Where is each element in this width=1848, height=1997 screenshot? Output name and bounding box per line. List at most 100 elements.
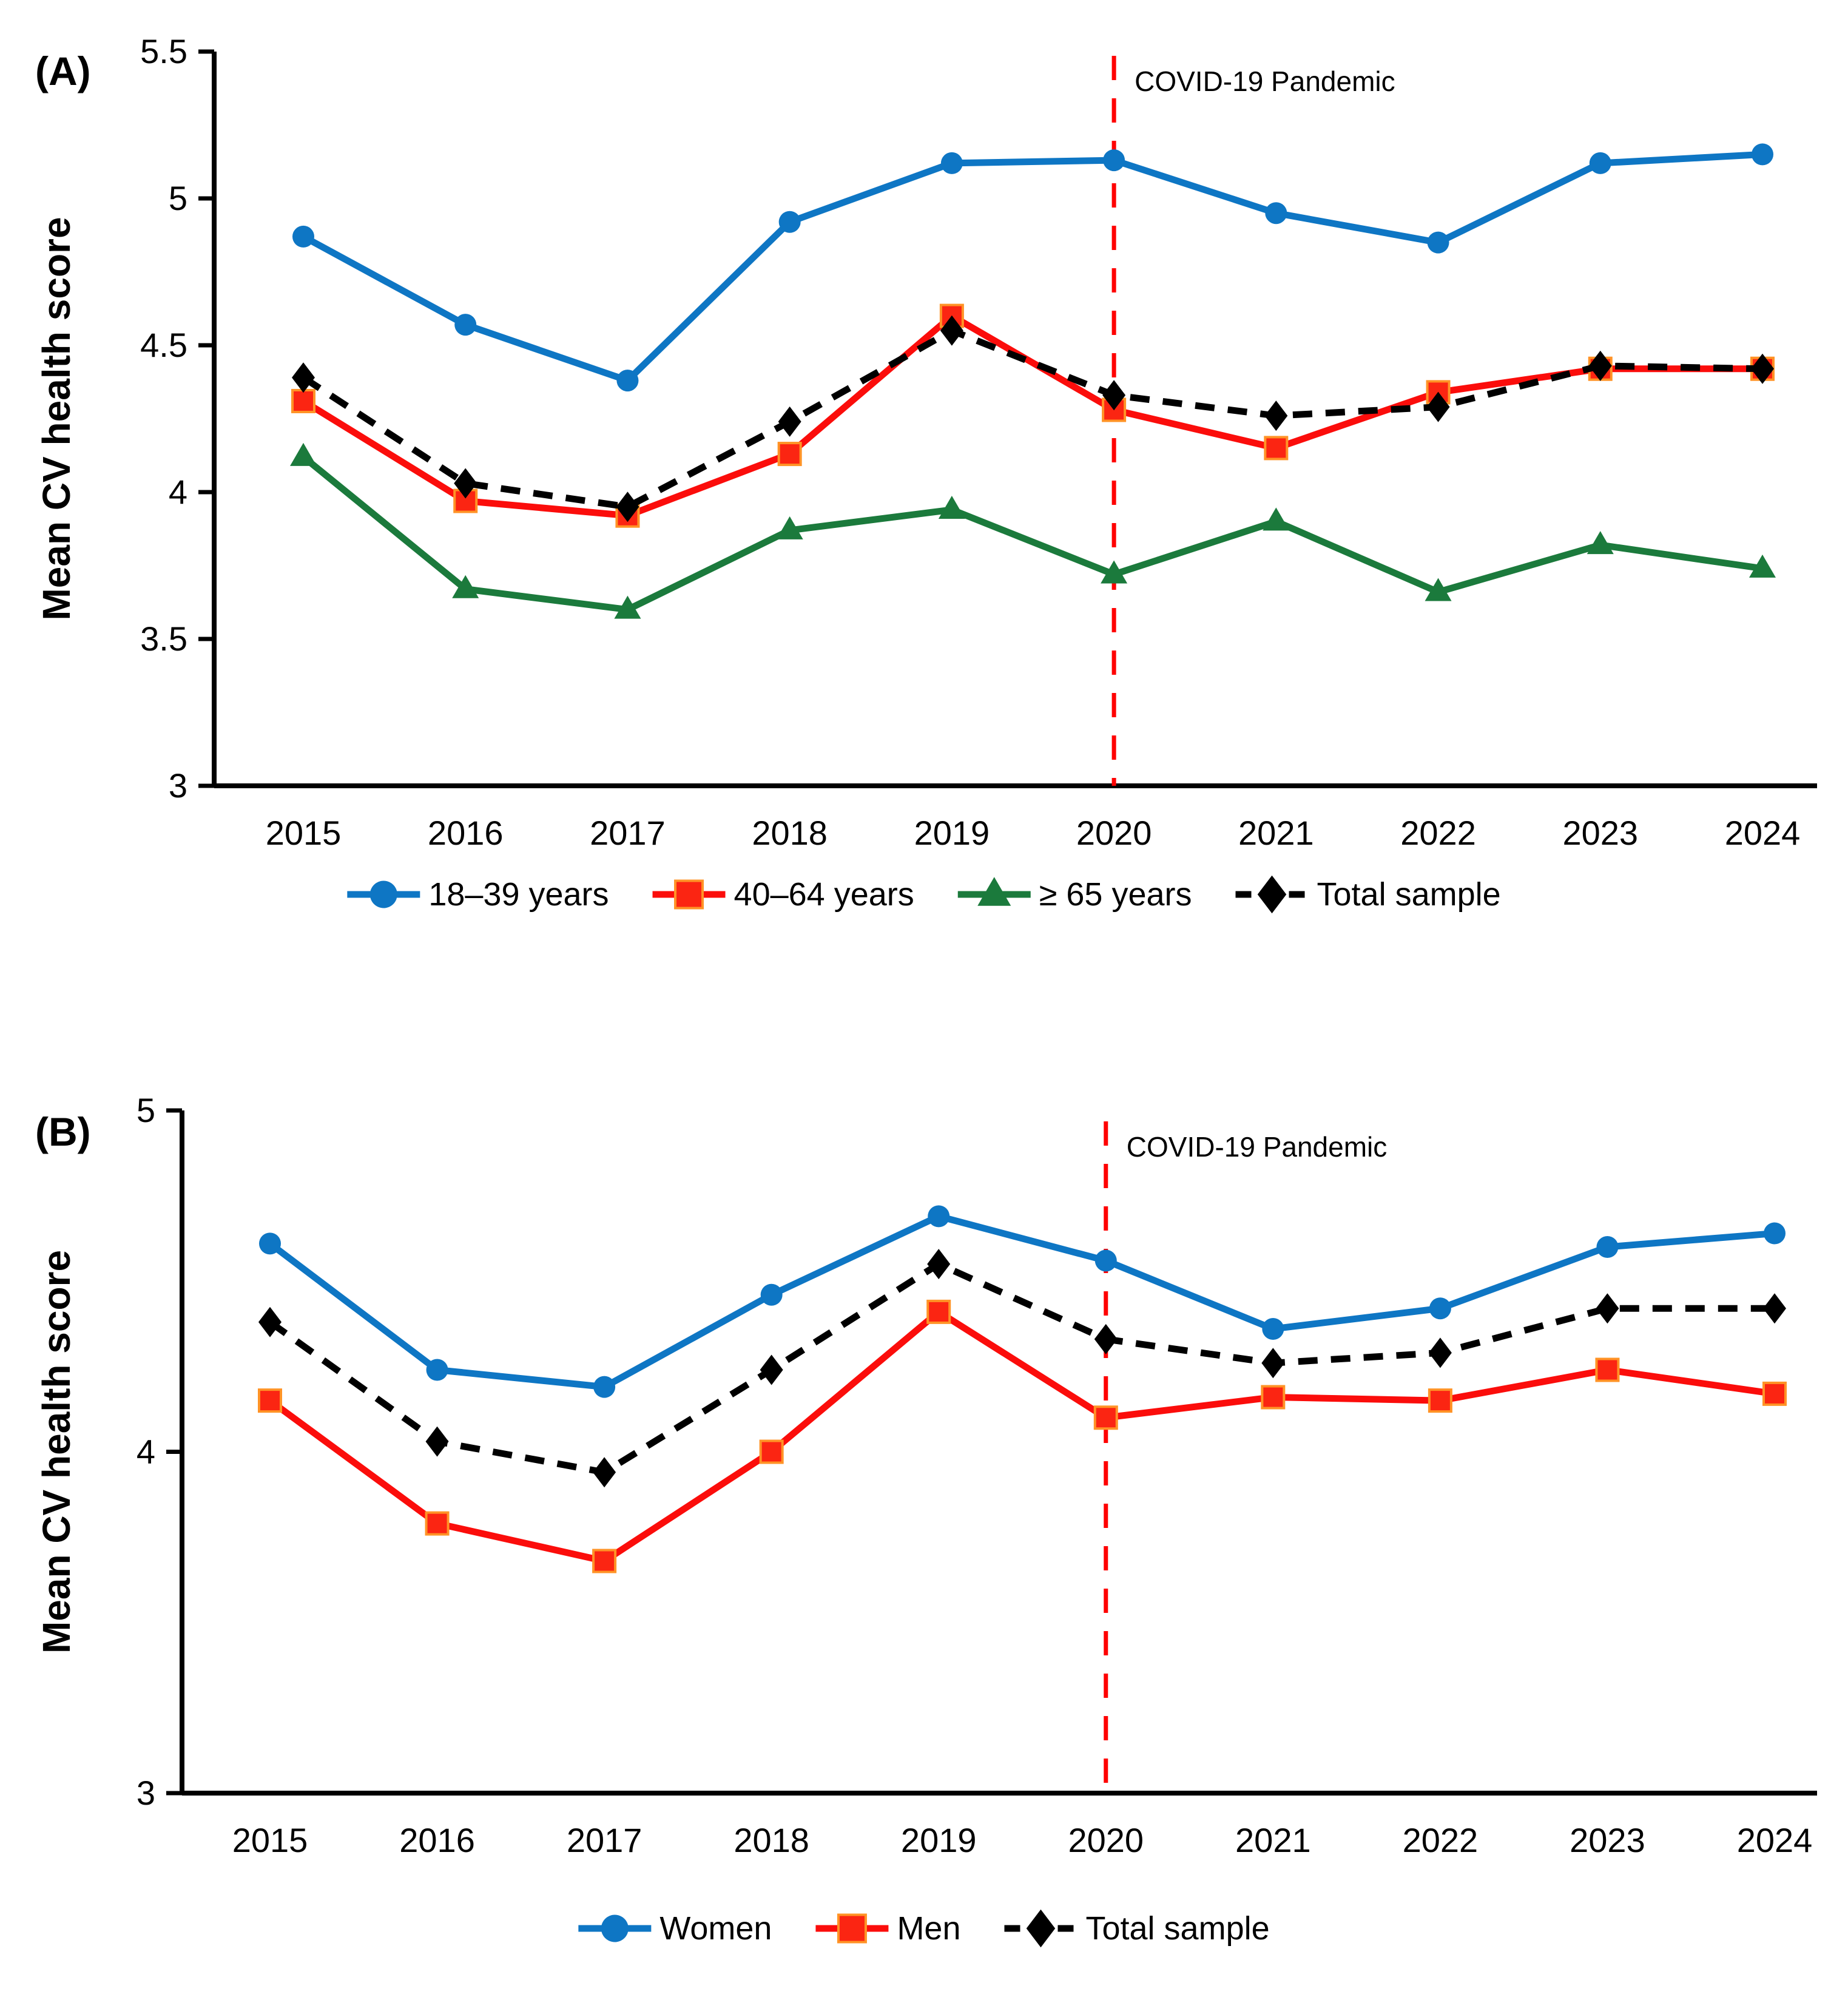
axes: 3 3.5 4 4.5 5 5.5 2015 2016 2017 2018 2019 2020 2021… <box>140 32 1817 852</box>
series-men <box>258 1299 1787 1573</box>
circle-marker <box>601 1914 629 1942</box>
legend-item-65-years: ≥ 65 years <box>957 876 1192 913</box>
diamond-marker <box>454 468 477 499</box>
series-line <box>301 326 1763 510</box>
covid-annotation-text: COVID-19 Pandemic <box>1135 66 1395 97</box>
square-marker <box>1261 1385 1286 1410</box>
diamond-marker <box>1264 400 1288 431</box>
series-line <box>302 150 1763 385</box>
series-line <box>302 311 1762 519</box>
series-total-sample <box>258 1249 1786 1488</box>
y-tick-label: 5 <box>137 1091 155 1129</box>
diamond-marker <box>940 315 963 346</box>
x-tick-label: 2019 <box>901 1821 977 1859</box>
diamond-marker <box>927 1249 951 1280</box>
x-tick-label: 2016 <box>399 1821 475 1859</box>
diamond-marker <box>616 492 639 522</box>
y-tick-label: 3.5 <box>140 620 187 658</box>
legend-item-men: Men <box>815 1910 960 1947</box>
y-tick-label: 4.5 <box>140 326 187 364</box>
diamond-marker <box>1763 1293 1786 1324</box>
x-tick-label: 2017 <box>567 1821 642 1859</box>
x-tick-label: 2024 <box>1725 814 1801 852</box>
legend-label: Women <box>659 1910 772 1947</box>
square-marker <box>291 388 315 413</box>
circle-marker <box>259 1232 281 1255</box>
legend-label: Total sample <box>1085 1910 1269 1947</box>
circle-marker <box>369 880 397 908</box>
x-tick-label: 2019 <box>914 814 990 852</box>
triangle-marker <box>452 575 479 598</box>
x-tick-label: 2020 <box>1068 1821 1144 1859</box>
triangle-marker <box>290 442 317 466</box>
axes: 3 4 5 2015 2016 2017 2018 2019 2020 2021 2022 2023 2… <box>137 1091 1817 1859</box>
y-tick-label: 5 <box>169 179 187 217</box>
covid-annotation-text: COVID-19 Pandemic <box>1127 1131 1388 1163</box>
legend-label: Total sample <box>1317 876 1501 913</box>
triangle-marker <box>776 516 803 539</box>
series-line <box>268 1260 1775 1476</box>
legend-item-total-sample: Total sample <box>1004 1909 1270 1948</box>
square-marker <box>1428 1388 1452 1413</box>
triangle-marker <box>614 595 641 619</box>
legend: Women Men Total sample <box>578 1909 1270 1948</box>
series-65-years <box>290 442 1776 619</box>
x-tick-label: 2020 <box>1076 814 1152 852</box>
square-marker <box>425 1511 450 1536</box>
diamond-marker <box>425 1426 449 1457</box>
triangle-marker <box>1263 507 1290 531</box>
series-total-sample <box>292 315 1774 522</box>
circle-marker <box>292 225 314 248</box>
legend-item-40-64-years: 40–64 years <box>652 876 914 913</box>
circle-marker <box>1265 202 1287 225</box>
diamond-marker <box>1596 1293 1619 1324</box>
legend-label: 40–64 years <box>734 876 914 913</box>
circle-marker <box>760 1283 783 1306</box>
triangle-marker <box>1587 531 1614 555</box>
circle-marker <box>1764 1222 1786 1245</box>
triangle-marker <box>1425 578 1452 601</box>
y-axis-title: Mean CV health score <box>35 1250 78 1654</box>
circle-marker <box>1589 152 1611 174</box>
diamond-marker <box>1426 391 1450 422</box>
square-marker <box>926 1299 951 1324</box>
x-tick-label: 2015 <box>232 1821 308 1859</box>
series-line <box>268 1212 1775 1391</box>
triangle-marker <box>1749 554 1776 578</box>
panel-a: (A) Mean CV health score 3 3.5 4 4.5 5 5.5 2015 2… <box>0 0 1848 971</box>
legend: 18–39 years 40–64 years ≥ 65 years Total sa… <box>347 875 1501 914</box>
triangle-marker <box>977 877 1011 906</box>
diamond-marker <box>1751 353 1774 384</box>
circle-marker <box>940 152 963 174</box>
x-tick-label: 2022 <box>1403 1821 1479 1859</box>
series-40-64-years <box>291 303 1775 528</box>
diamond-marker <box>1094 1323 1118 1354</box>
circle-marker <box>1427 231 1449 254</box>
square-marker <box>1264 436 1289 461</box>
series-line <box>301 454 1763 613</box>
diamond-marker <box>1428 1337 1452 1368</box>
panel-label: (B) <box>35 1109 91 1154</box>
circle-marker <box>1103 149 1125 172</box>
x-tick-label: 2018 <box>752 814 828 852</box>
x-tick-label: 2016 <box>428 814 504 852</box>
square-marker <box>759 1439 784 1464</box>
circle-marker <box>1429 1297 1451 1320</box>
y-axis-title: Mean CV health score <box>35 217 78 620</box>
circle-marker <box>1596 1236 1619 1258</box>
circle-marker <box>426 1359 448 1381</box>
square-marker <box>592 1549 617 1573</box>
legend-label: ≥ 65 years <box>1039 876 1192 913</box>
legend-item-total-sample: Total sample <box>1235 875 1501 914</box>
legend-item-18-39-years: 18–39 years <box>347 876 609 913</box>
y-tick-label: 5.5 <box>140 32 187 70</box>
series-18-39-years <box>292 143 1773 392</box>
chart-a-line-chart: (A) Mean CV health score 3 3.5 4 4.5 5 5.5 2015 2… <box>35 32 1817 914</box>
square-marker <box>1595 1357 1620 1382</box>
y-tick-label: 4 <box>137 1433 155 1471</box>
diamond-marker <box>258 1306 282 1337</box>
legend-label: Men <box>897 1910 960 1947</box>
y-tick-label: 4 <box>169 473 187 511</box>
x-tick-label: 2021 <box>1235 1821 1311 1859</box>
x-tick-label: 2015 <box>266 814 342 852</box>
